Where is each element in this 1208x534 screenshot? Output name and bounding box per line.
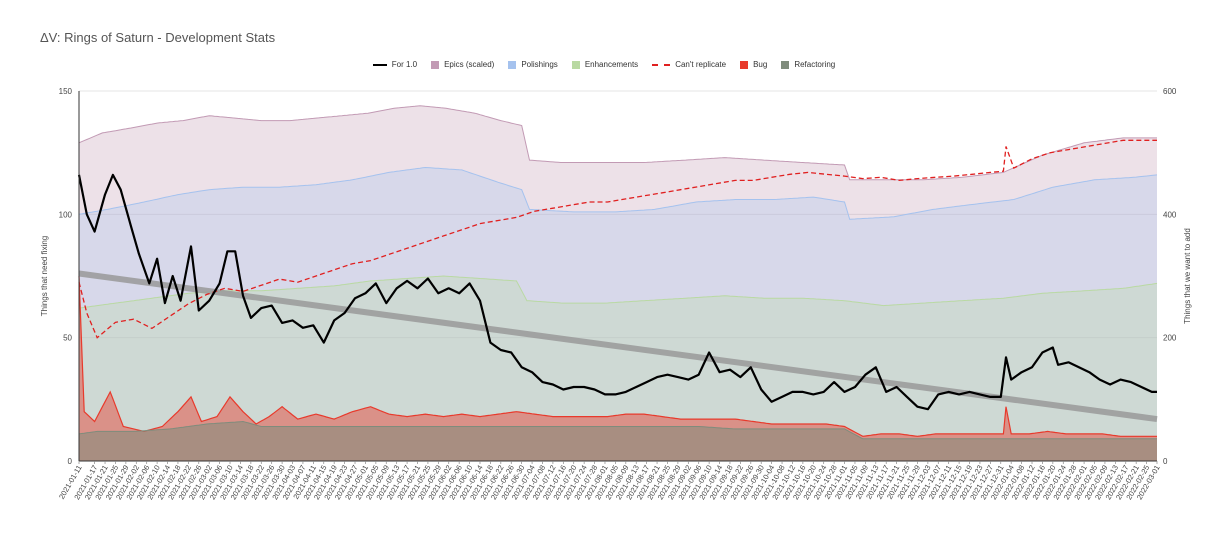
area-edge-refactoring — [78, 420, 1157, 440]
area-refactoring — [79, 421, 1157, 461]
y-right-tick-label: 0 — [1163, 457, 1168, 466]
legend-item-for-1-0[interactable]: For 1.0 — [372, 60, 418, 69]
y-right-tick-label: 200 — [1163, 334, 1177, 343]
y-left-tick-label: 0 — [68, 457, 73, 466]
y-left-axis-title: Things that need fixing — [40, 236, 49, 317]
area-edge-enhancements — [78, 275, 1158, 309]
legend: For 1.0 Epics (scaled) Polishings Enhanceme… — [0, 60, 1208, 69]
area-edge-bug — [78, 275, 1157, 437]
area-bug — [79, 276, 1157, 461]
area-edge-epics-scaled — [78, 105, 1157, 181]
line-series — [77, 139, 1158, 423]
legend-label-refactoring: Refactoring — [794, 60, 836, 69]
area-series — [78, 105, 1158, 462]
legend-label-polishings: Polishings — [521, 60, 558, 69]
area-edge-polishings — [78, 166, 1158, 220]
legend-swatch-can-t-replicate — [652, 63, 671, 66]
y-left-tick-label: 100 — [59, 210, 73, 219]
legend-item-epics-scaled[interactable]: Epics (scaled) — [431, 60, 494, 69]
legend-swatch-polishings — [508, 60, 517, 69]
area-epics-scaled — [79, 105, 1157, 462]
legend-item-refactoring[interactable]: Refactoring — [781, 60, 835, 69]
legend-swatch-for-1-0 — [372, 63, 387, 66]
legend-item-can-t-replicate[interactable]: Can't replicate — [652, 60, 726, 69]
chart-title: ΔV: Rings of Saturn - Development Stats — [40, 30, 276, 45]
legend-swatch-enhancements — [571, 60, 580, 69]
y-left-tick-label: 150 — [59, 87, 73, 96]
y-right-tick-label: 400 — [1163, 210, 1177, 219]
area-polishings — [79, 167, 1157, 461]
legend-swatch-epics-scaled — [431, 60, 440, 69]
legend-item-polishings[interactable]: Polishings — [508, 60, 558, 69]
legend-label-can-t-replicate: Can't replicate — [675, 60, 727, 69]
legend-label-for-1-0: For 1.0 — [391, 60, 418, 69]
line-for-1-0 — [77, 173, 1157, 411]
legend-label-epics-scaled: Epics (scaled) — [444, 60, 495, 69]
line-cant-replicate — [78, 139, 1157, 339]
y-right-axis-title: Things that we want to add — [1183, 228, 1192, 324]
axes: 0 50 100 150 0 200 400 600 Things that need fixi… — [40, 87, 1192, 501]
area-enhancements — [79, 276, 1157, 461]
legend-item-enhancements[interactable]: Enhancements — [571, 60, 639, 69]
y-right-tick-label: 600 — [1163, 87, 1177, 96]
y-left-tick-label: 50 — [63, 334, 72, 343]
legend-item-bug[interactable]: Bug — [740, 60, 767, 69]
legend-swatch-refactoring — [781, 60, 790, 69]
legend-swatch-bug — [740, 60, 749, 69]
legend-label-enhancements: Enhancements — [584, 60, 639, 69]
legend-label-bug: Bug — [753, 60, 768, 69]
